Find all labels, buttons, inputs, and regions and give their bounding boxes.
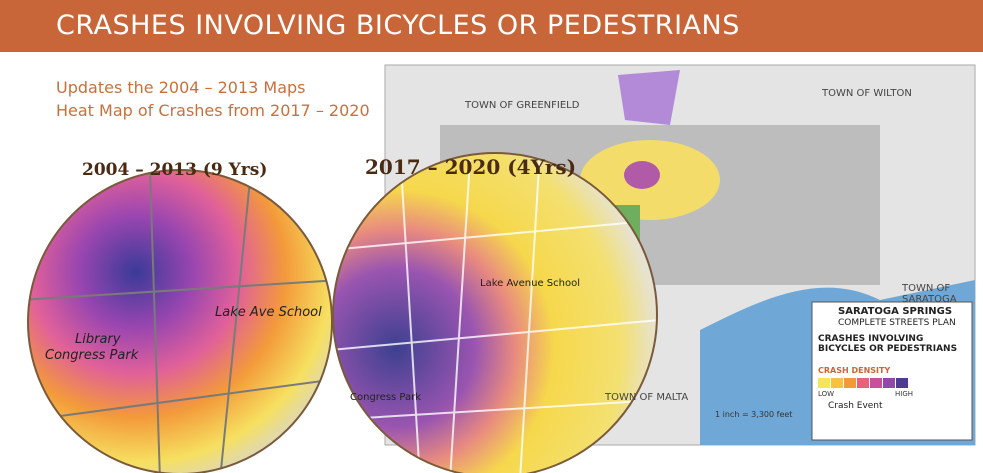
legend-org: SARATOGA SPRINGS <box>838 306 953 317</box>
legend-swatch <box>857 378 869 388</box>
map-circle <box>332 152 658 473</box>
map-circle <box>27 169 333 473</box>
legend-swatch <box>896 378 908 388</box>
subtitle: Heat Map of Crashes from 2017 – 2020 <box>56 101 370 120</box>
legend-low: LOW <box>818 390 835 398</box>
map-label: 2004 – 2013 (9 Yrs) <box>82 160 268 180</box>
header: CRASHES INVOLVING BICYCLES OR PEDESTRIAN… <box>0 0 983 52</box>
town-label: TOWN OF SARATOGA <box>902 283 957 305</box>
legend-density: CRASH DENSITY <box>818 366 891 375</box>
legend-event: Crash Event <box>828 401 883 411</box>
place-label: Congress Park <box>45 348 139 363</box>
legend-title: CRASHES INVOLVING BICYCLES OR PEDESTRIAN… <box>818 334 958 354</box>
town-label: TOWN OF GREENFIELD <box>465 100 580 111</box>
scale-label: 1 inch = 3,300 feet <box>715 410 793 419</box>
legend-swatch <box>870 378 882 388</box>
legend-high: HIGH <box>895 390 914 398</box>
heat-core <box>624 161 660 189</box>
place-label: Lake Ave School <box>215 305 322 320</box>
legend-swatch <box>844 378 856 388</box>
place-label: Library <box>75 332 121 347</box>
legend-plan: COMPLETE STREETS PLAN <box>838 318 956 328</box>
map-label: 2017 – 2020 (4Yrs) <box>365 155 577 179</box>
subtitle: Updates the 2004 – 2013 Maps <box>56 78 306 97</box>
town-label: TOWN OF MALTA <box>605 392 689 403</box>
legend-box <box>811 301 973 441</box>
place-label: Lake Avenue School <box>480 278 580 289</box>
legend-swatch <box>818 378 830 388</box>
town-label: TOWN OF WILTON <box>822 88 912 99</box>
place-label: Congress Park <box>350 392 422 403</box>
legend-swatch <box>831 378 843 388</box>
title: CRASHES INVOLVING BICYCLES OR PEDESTRIAN… <box>56 10 740 41</box>
zone <box>618 70 680 125</box>
legend-swatch <box>883 378 895 388</box>
